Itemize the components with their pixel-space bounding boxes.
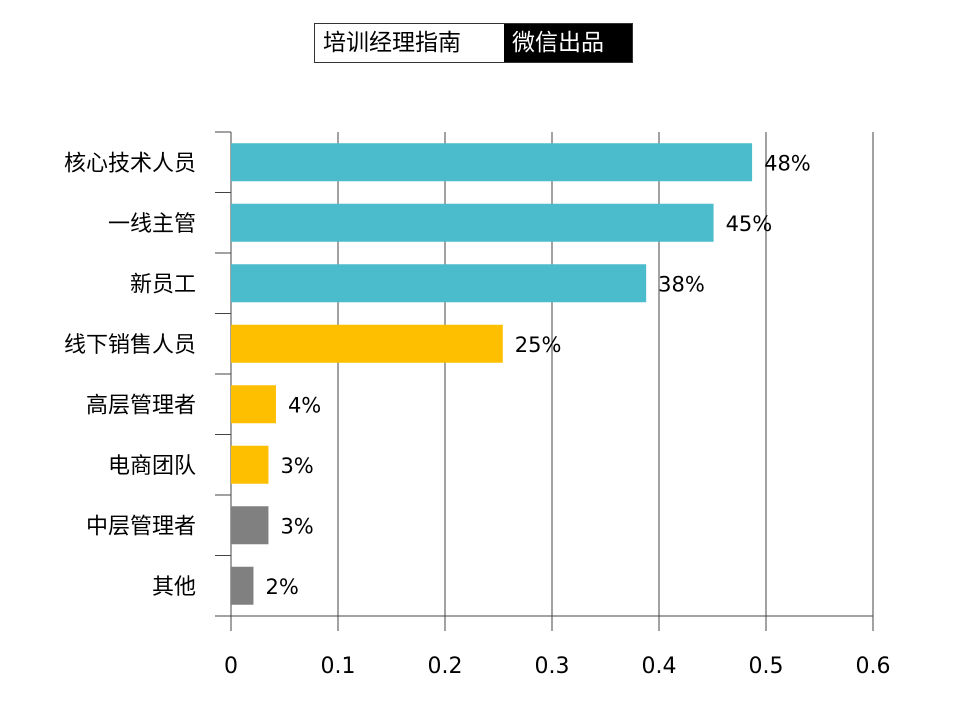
title-right: 微信出品 xyxy=(504,24,632,62)
category-label: 核心技术人员 xyxy=(64,151,196,176)
data-label: 3% xyxy=(280,454,313,478)
category-label: 线下销售人员 xyxy=(64,333,196,358)
bar xyxy=(231,445,269,484)
x-tick-label: 0.2 xyxy=(428,654,463,679)
x-tick-label: 0 xyxy=(224,654,238,679)
x-tick-label: 0.6 xyxy=(856,654,891,679)
category-label: 一线主管 xyxy=(108,212,196,237)
category-label: 高层管理者 xyxy=(86,393,196,418)
bar xyxy=(231,506,269,545)
data-label: 4% xyxy=(288,393,321,417)
category-label: 新员工 xyxy=(130,272,196,297)
data-label: 45% xyxy=(726,212,773,236)
bar xyxy=(231,203,714,242)
x-tick-label: 0.1 xyxy=(321,654,356,679)
bar xyxy=(231,566,254,605)
x-tick-label: 0.3 xyxy=(535,654,570,679)
data-label: 2% xyxy=(265,575,298,599)
category-label: 其他 xyxy=(152,575,196,600)
bar xyxy=(231,324,503,363)
bar xyxy=(231,385,276,424)
category-label: 中层管理者 xyxy=(86,514,196,539)
category-label: 电商团队 xyxy=(108,454,196,479)
bar xyxy=(231,143,753,182)
data-label: 3% xyxy=(280,514,313,538)
title-left: 培训经理指南 xyxy=(315,24,504,62)
data-label: 25% xyxy=(515,333,562,357)
x-tick-label: 0.5 xyxy=(749,654,784,679)
x-tick-label: 0.4 xyxy=(642,654,677,679)
data-label: 38% xyxy=(658,272,705,296)
bar xyxy=(231,264,647,303)
title-banner: 培训经理指南 微信出品 xyxy=(314,23,633,63)
data-label: 48% xyxy=(764,151,811,175)
